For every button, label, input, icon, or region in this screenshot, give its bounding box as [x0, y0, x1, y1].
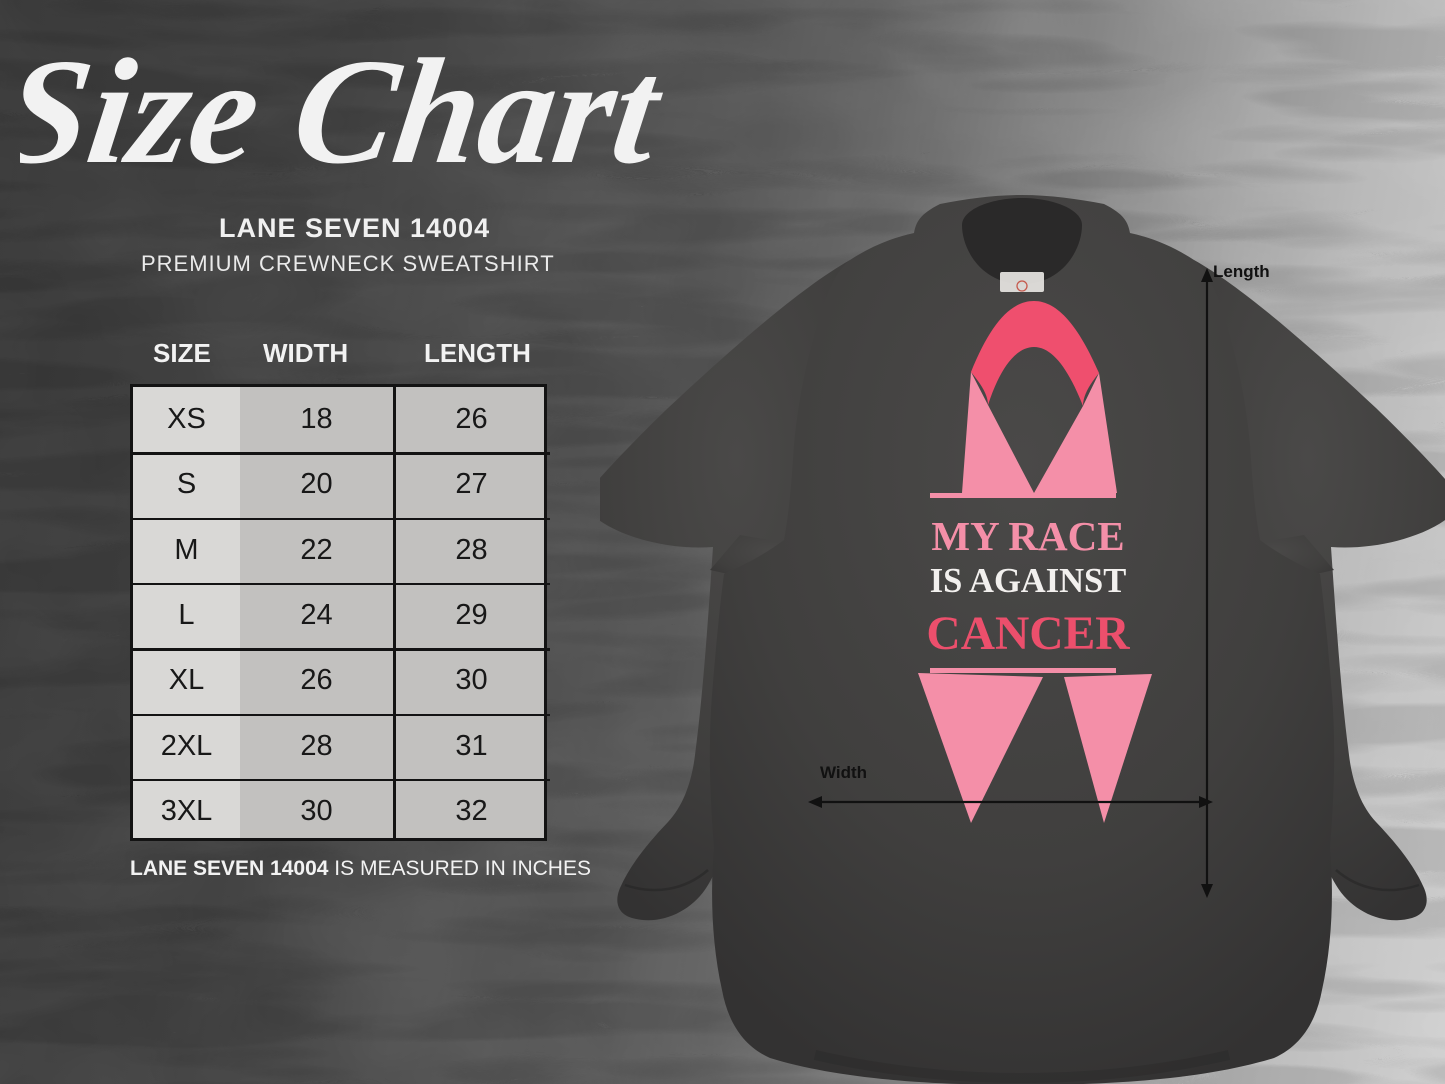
svg-text:CANCER: CANCER [926, 608, 1130, 660]
svg-text:IS AGAINST: IS AGAINST [930, 562, 1127, 600]
svg-text:Size Chart: Size Chart [20, 28, 672, 195]
svg-text:MY RACE: MY RACE [931, 513, 1124, 559]
